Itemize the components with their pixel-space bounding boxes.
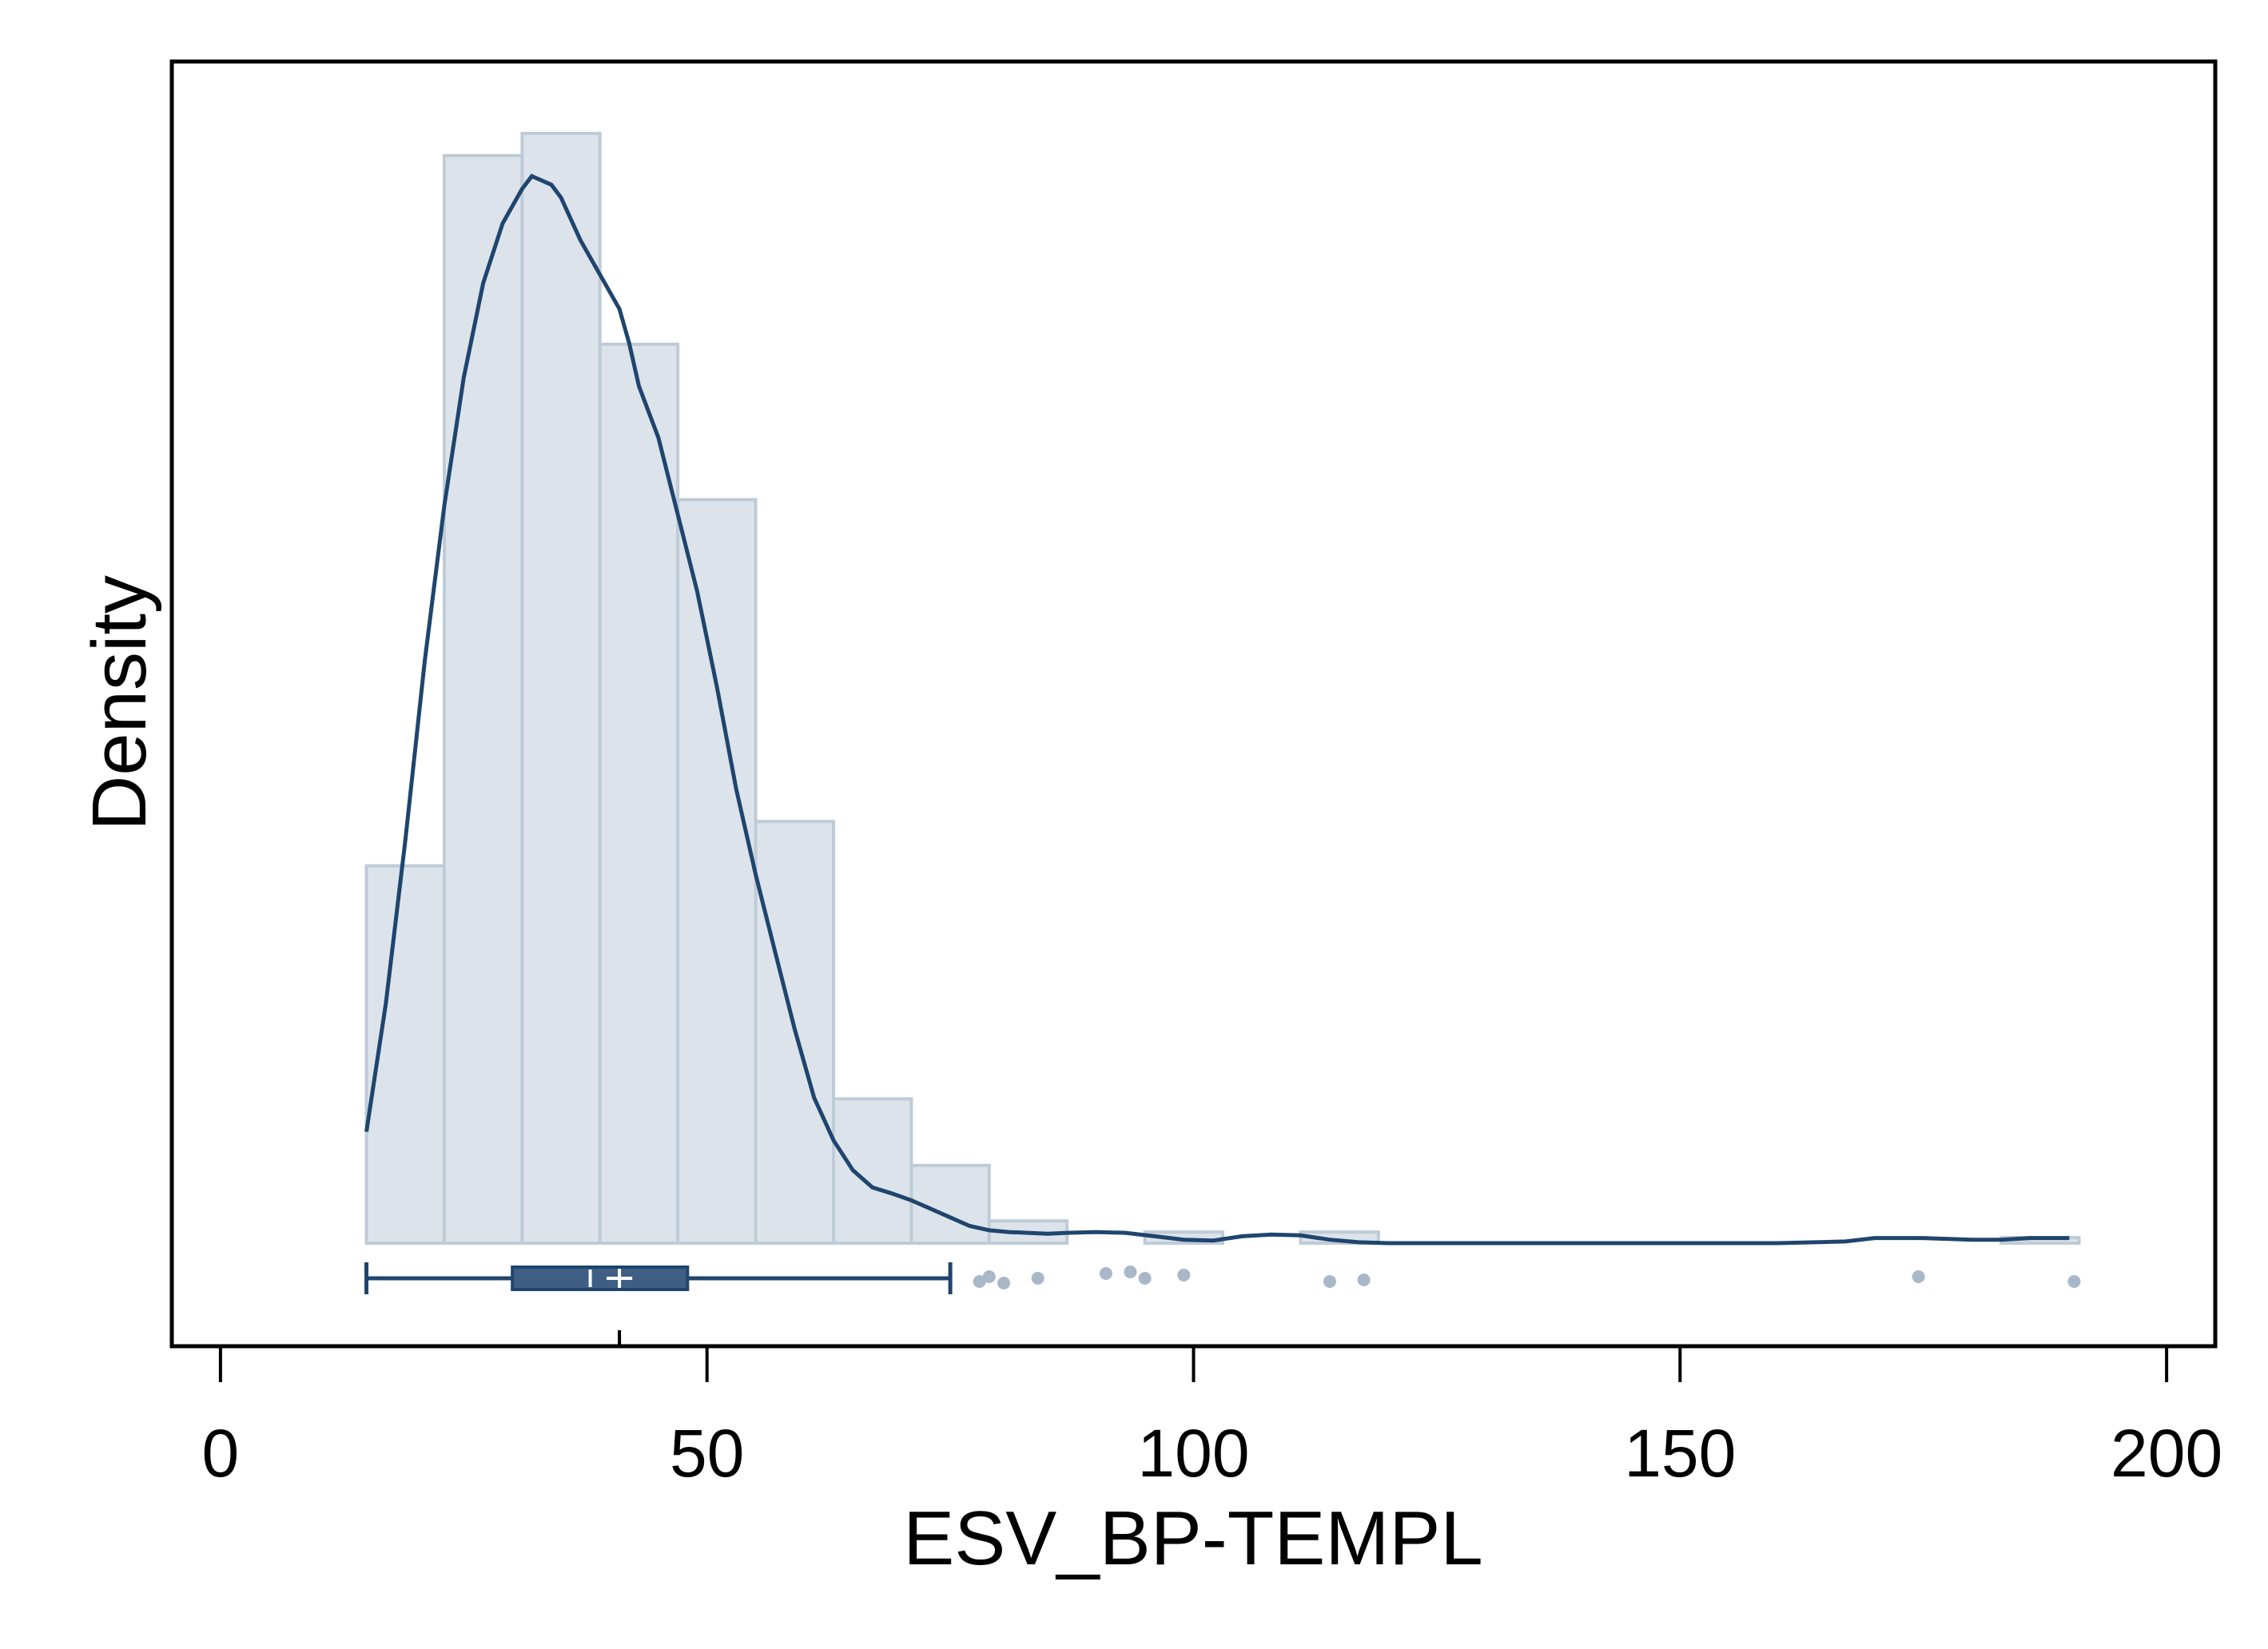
outlier-points [973,1266,2081,1289]
x-axis-title: ESV_BP-TEMPL [903,1496,1483,1581]
histogram-bar [831,1097,913,1246]
outlier-point [1031,1272,1044,1285]
x-tick-label: 50 [670,1416,744,1491]
outlier-point [1323,1275,1336,1288]
histogram-bar [598,342,680,1245]
outlier-point [1099,1267,1112,1280]
x-tick-label: 100 [1137,1416,1249,1491]
outlier-point [1357,1274,1371,1286]
histogram-bar [520,132,602,1245]
outlier-point [1912,1270,1925,1283]
histogram-bar [442,153,524,1245]
outlier-point [997,1277,1011,1289]
boxplot [364,1262,953,1346]
x-tick-label: 200 [2111,1416,2222,1491]
x-axis-ticks: 0 50 100 150 200 [202,1346,2222,1491]
x-tick-label: 150 [1624,1416,1736,1491]
histogram-bars [364,132,2081,1246]
outlier-point [2067,1275,2081,1288]
outlier-point [1124,1266,1137,1278]
y-axis-title: Density [77,575,162,831]
outlier-point [973,1275,986,1288]
outlier-point [982,1270,996,1283]
x-tick-label: 0 [202,1416,240,1491]
histogram-bar [676,498,758,1245]
outlier-point [1138,1272,1152,1285]
boxplot-box [511,1266,690,1291]
outlier-point [1177,1269,1191,1281]
density-curve [364,173,2070,1246]
